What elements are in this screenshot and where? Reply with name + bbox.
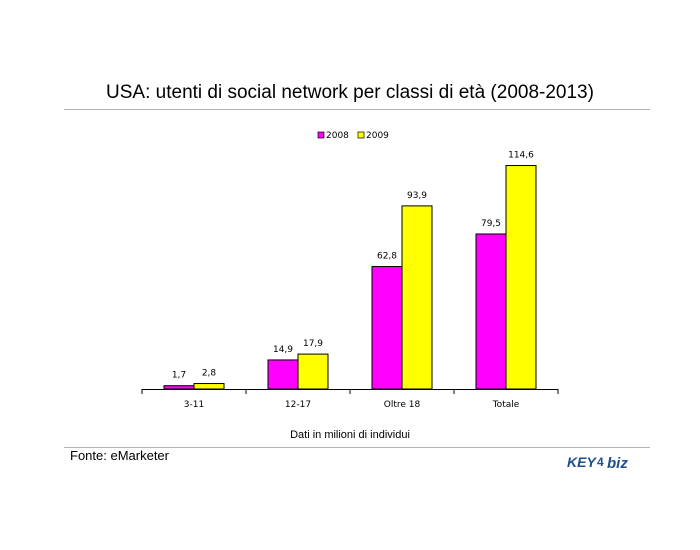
bar-2009-1 <box>297 353 329 390</box>
bar-2008-2 <box>371 266 403 390</box>
legend-swatch-2009 <box>357 131 365 139</box>
data-label-2008-0: 1,7 <box>172 371 186 381</box>
x-tick-label-3: Totale <box>492 400 520 410</box>
legend-swatch-2008 <box>317 131 325 139</box>
x-axis: 3-11 12-17 Oltre 18 Totale <box>141 389 559 410</box>
bar-2009-0 <box>193 383 225 390</box>
legend-label-2009: 2009 <box>366 131 389 141</box>
bar-2008-0 <box>163 385 195 390</box>
logo-key-text: KEY <box>567 454 597 470</box>
x-tick-label-2: Oltre 18 <box>384 400 421 410</box>
key4biz-logo: KEY 4 biz <box>567 454 628 472</box>
bar-2008-1 <box>267 359 299 390</box>
bar-2009-3 <box>505 165 537 390</box>
footer-divider <box>64 447 650 448</box>
logo-biz-text: biz <box>607 455 628 472</box>
x-tick-label-1: 12-17 <box>285 400 311 410</box>
bar-2008-3 <box>475 233 507 390</box>
data-label-2009-1: 17,9 <box>303 339 323 349</box>
chart-title: USA: utenti di social network per classi… <box>106 82 594 103</box>
data-label-2008-2: 62,8 <box>377 252 397 262</box>
bar-2009-2 <box>401 205 433 390</box>
title-divider <box>64 109 650 110</box>
legend-label-2008: 2008 <box>326 131 349 141</box>
x-tick-label-0: 3-11 <box>184 400 204 410</box>
data-label-2009-0: 2,8 <box>202 369 217 379</box>
source-text: Fonte: eMarketer <box>70 448 169 463</box>
legend: 2008 2009 <box>317 131 389 141</box>
logo-four-text: 4 <box>597 455 604 469</box>
data-label-2008-3: 79,5 <box>481 219 501 229</box>
data-label-2009-3: 114,6 <box>508 151 534 161</box>
bars-layer: 1,7 2,8 14,9 17,9 62,8 93,9 79,5 114,6 <box>163 151 537 390</box>
units-note: Dati in milioni di individui <box>290 429 410 441</box>
data-label-2008-1: 14,9 <box>273 345 293 355</box>
data-label-2009-2: 93,9 <box>407 191 427 201</box>
